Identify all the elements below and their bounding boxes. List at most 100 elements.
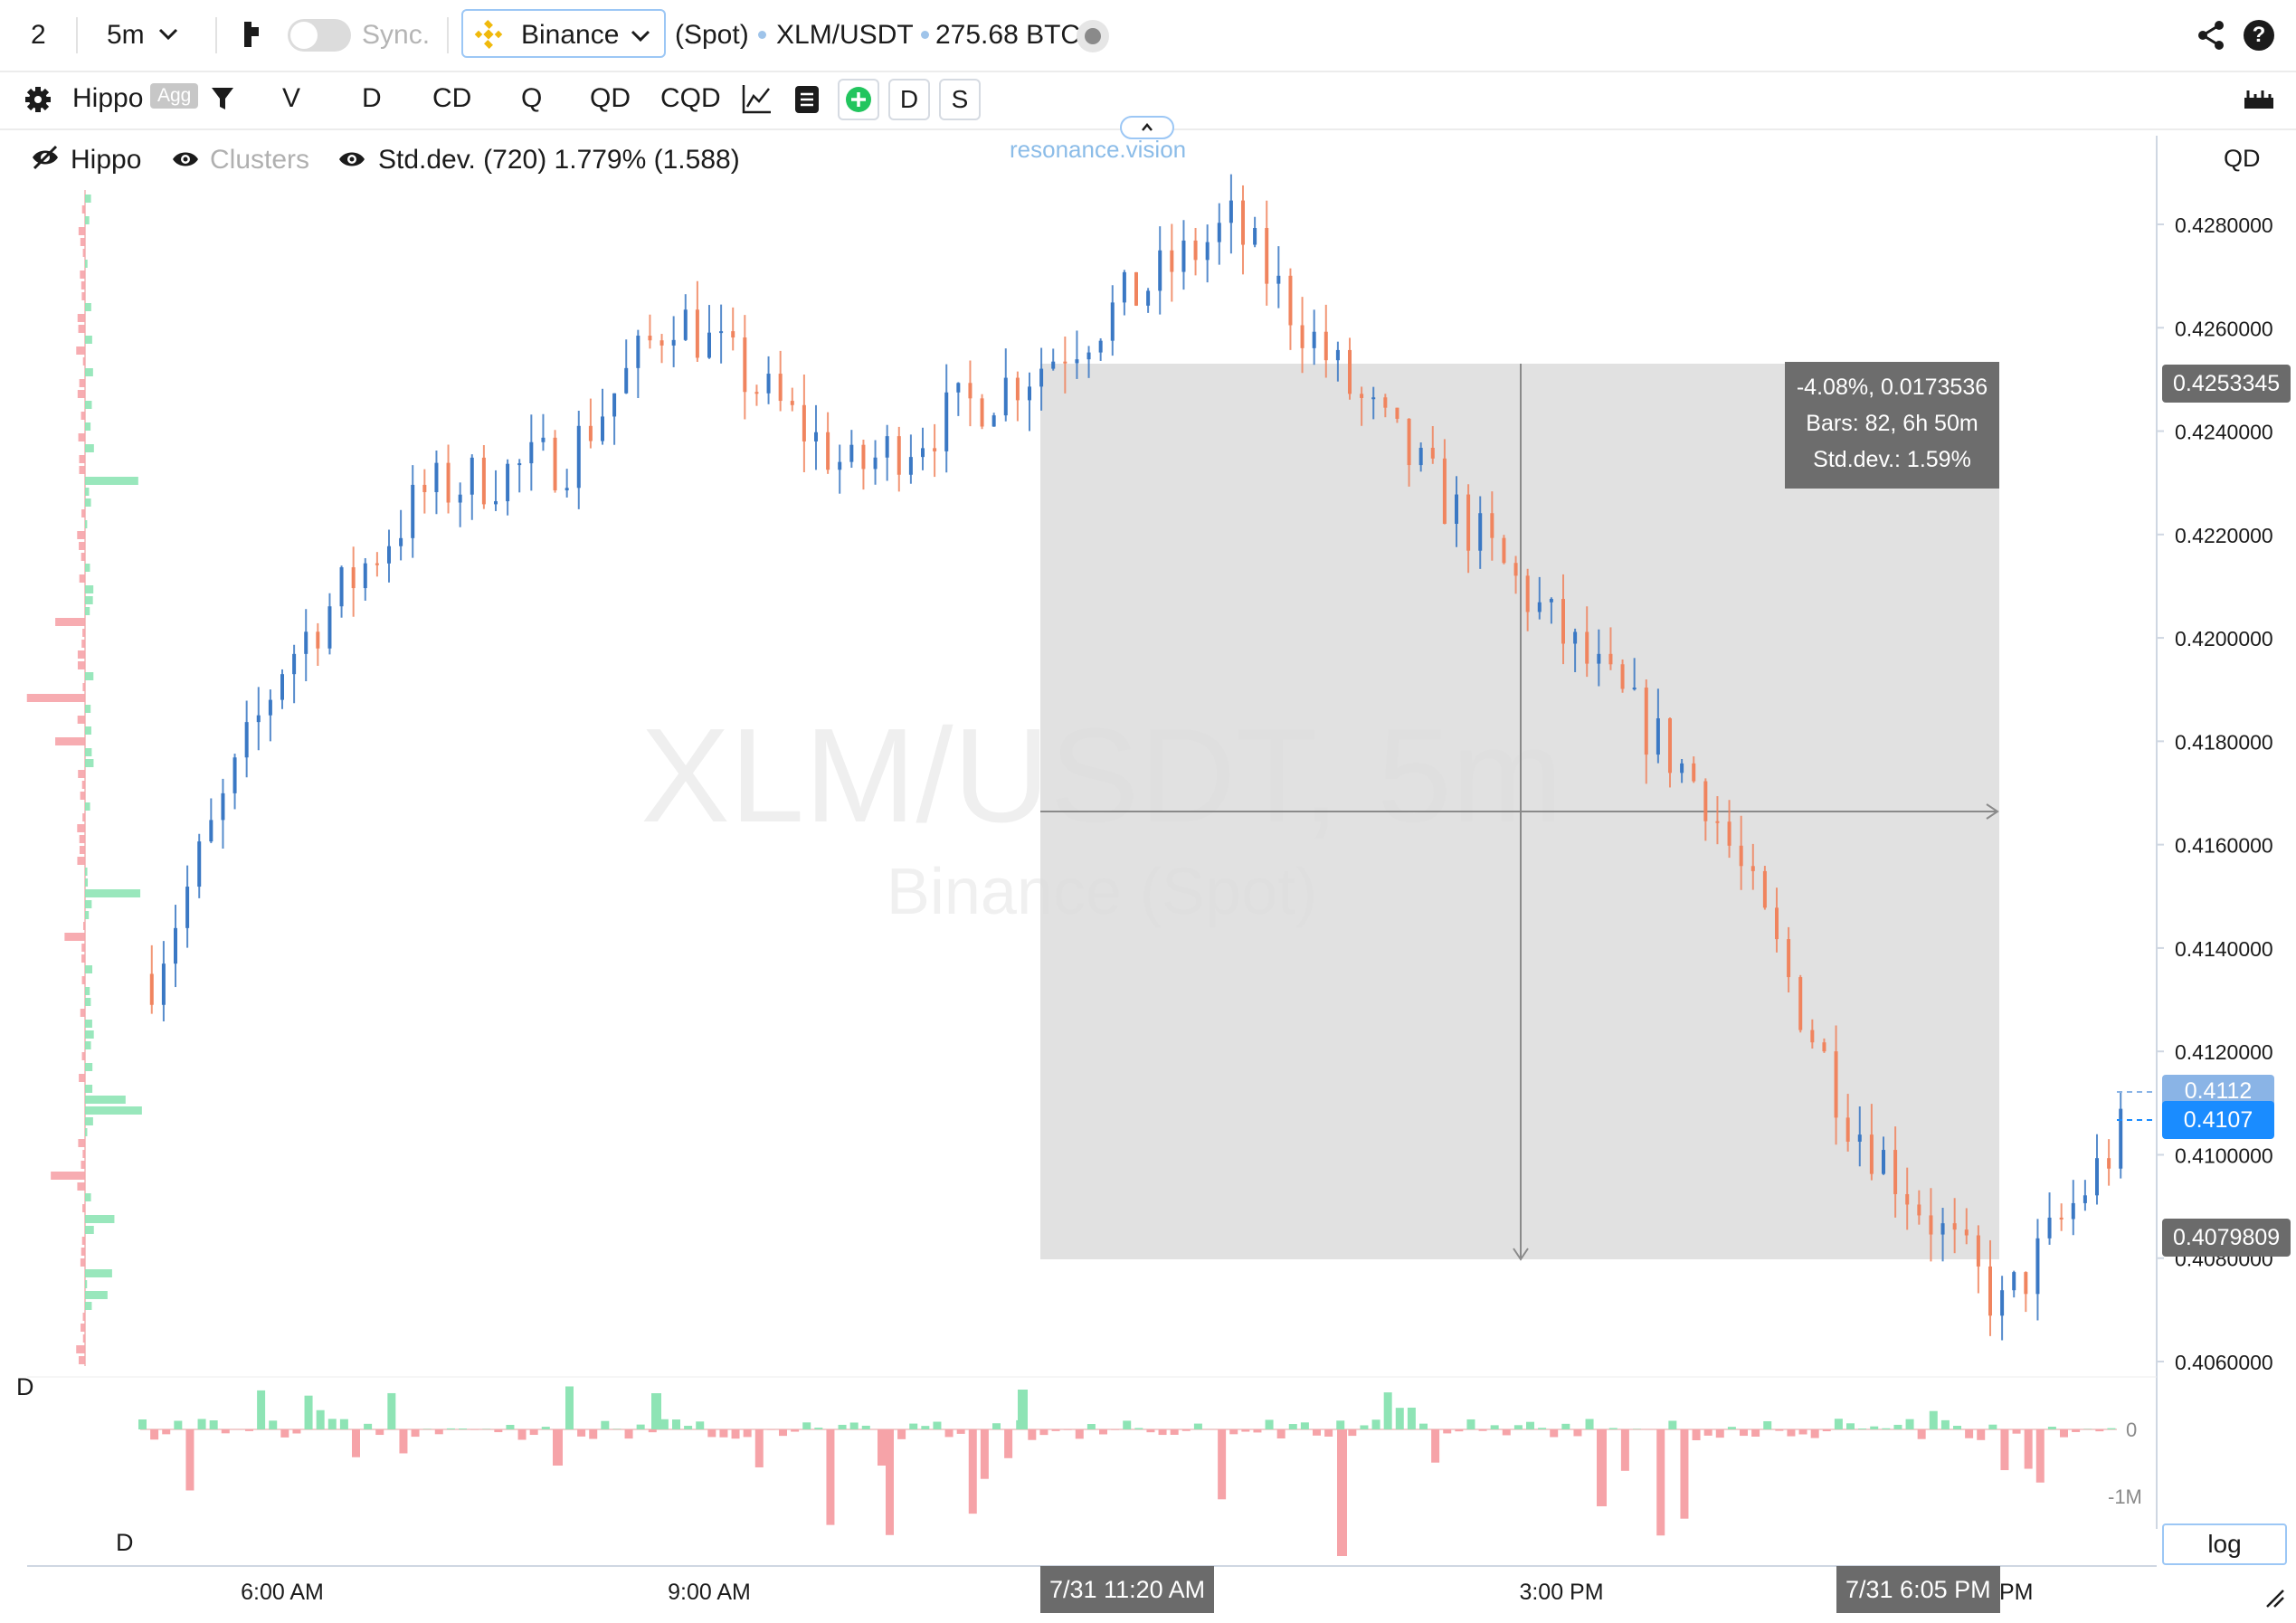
profile-bar [77, 314, 85, 322]
delta-bar [446, 1428, 455, 1429]
market-type: (Spot) [675, 20, 749, 50]
agg-badge[interactable]: Agg [150, 83, 199, 109]
delta-bar [1703, 1429, 1713, 1436]
candle-body [826, 432, 830, 470]
q-button[interactable]: Q [521, 83, 543, 113]
candle-body [1775, 907, 1779, 940]
candle-body [897, 436, 901, 475]
cqd-button[interactable]: CQD [660, 83, 721, 113]
cd-button[interactable]: CD [432, 83, 472, 113]
profile-bar [85, 1063, 93, 1071]
candle-body [1644, 688, 1648, 755]
delta-bar [1929, 1410, 1938, 1429]
legend-stddev[interactable]: Std.dev. (720) 1.779% (1.588) [378, 145, 740, 175]
candle-body [1940, 1223, 1945, 1235]
delta-bar [2000, 1429, 2009, 1471]
candle-body [1371, 397, 1376, 400]
delta-bar [589, 1429, 598, 1439]
profile-bar [85, 444, 94, 452]
candle-body [2000, 1290, 2005, 1316]
candle-body [601, 416, 604, 441]
log-scale-button[interactable]: log [2162, 1523, 2287, 1565]
delta-bar [1348, 1429, 1357, 1437]
delta-bar [1597, 1429, 1607, 1506]
chevron-up-icon [1142, 123, 1153, 131]
help-icon[interactable]: ? [2244, 20, 2274, 51]
legend-clusters[interactable]: Clusters [210, 145, 310, 175]
symbol[interactable]: XLM/USDT [776, 20, 914, 50]
profile-bar [81, 1161, 85, 1169]
s-boxed-button[interactable]: S [939, 79, 981, 120]
candle-body [1703, 781, 1708, 821]
delta-bar [1775, 1429, 1784, 1431]
profile-bar [85, 260, 88, 268]
candle-body [933, 448, 937, 451]
candle-body [1455, 494, 1458, 524]
eye-off-icon[interactable] [31, 145, 60, 175]
candle-body [1573, 631, 1578, 644]
legend-hippo[interactable]: Hippo [71, 145, 142, 175]
price-axis[interactable]: 0.4280000 0.4260000 0.4240000 0.4220000 0.42… [2157, 214, 2273, 1374]
interval-select[interactable]: 5m [107, 20, 145, 50]
profile-bar [77, 661, 85, 669]
time-label: 9:00 AM [668, 1580, 751, 1605]
brand-watermark: resonance.vision [1010, 136, 1187, 163]
collapse-toolbar-button[interactable] [1120, 116, 1174, 139]
eye-icon[interactable] [338, 148, 365, 175]
candle-body [529, 441, 534, 464]
chevron-down-icon[interactable] [157, 20, 179, 52]
candle-body [754, 392, 759, 394]
preset-name[interactable]: Hippo [72, 83, 144, 113]
eye-icon[interactable] [172, 148, 199, 175]
candle-body [2119, 1108, 2123, 1169]
delta-bar [968, 1429, 977, 1514]
delta-bar [185, 1429, 194, 1491]
delta-bar [878, 1429, 887, 1466]
candle-body [766, 374, 771, 394]
profile-bar [81, 1248, 85, 1256]
filter-icon[interactable] [210, 85, 235, 117]
delta-bar [672, 1419, 680, 1429]
delta-bar [150, 1429, 159, 1440]
ruler-icon[interactable] [2244, 89, 2274, 115]
gear-icon[interactable] [24, 85, 52, 119]
profile-bar [81, 1052, 85, 1060]
profile-bar [82, 1334, 85, 1343]
exchange-select[interactable]: Binance [461, 9, 666, 58]
plus-icon [846, 87, 871, 112]
d-button[interactable]: D [362, 83, 382, 113]
qd-button[interactable]: QD [590, 83, 631, 113]
add-indicator-button[interactable] [838, 79, 879, 120]
profile-bar [85, 1085, 93, 1093]
notes-icon[interactable] [794, 85, 820, 119]
candle-body [648, 336, 652, 341]
candle-body [256, 715, 261, 723]
layout-number[interactable]: 2 [31, 20, 46, 50]
delta-bar [719, 1429, 728, 1438]
profile-bar [77, 857, 85, 865]
resize-handle-icon[interactable] [2265, 1589, 2285, 1613]
delta-bar [909, 1423, 918, 1429]
profile-bar [80, 238, 85, 246]
delta-bar [1051, 1429, 1060, 1431]
price-chart[interactable]: XLM/USDT, 5m Binance (Spot) 0.42800000.4… [0, 128, 2296, 1623]
line-chart-icon[interactable] [742, 83, 773, 119]
candle-body [1525, 575, 1530, 612]
delta-bar [2060, 1429, 2068, 1438]
d-boxed-button[interactable]: D [888, 79, 930, 120]
delta-histogram [138, 1386, 2117, 1556]
candle-body [1418, 447, 1423, 466]
chart-type-icon[interactable] [242, 20, 261, 53]
candle-body [316, 631, 320, 649]
candle-body [1692, 763, 1696, 782]
share-icon[interactable] [2196, 20, 2225, 55]
delta-bar [292, 1429, 301, 1434]
delta-bar [1882, 1428, 1891, 1429]
v-button[interactable]: V [282, 83, 301, 113]
delta-bar [1668, 1420, 1677, 1429]
profile-bar [80, 1258, 85, 1267]
sync-toggle[interactable] [288, 19, 351, 52]
candle-body [185, 887, 190, 928]
delta-bar [1466, 1419, 1475, 1429]
profile-bar [85, 1041, 91, 1049]
